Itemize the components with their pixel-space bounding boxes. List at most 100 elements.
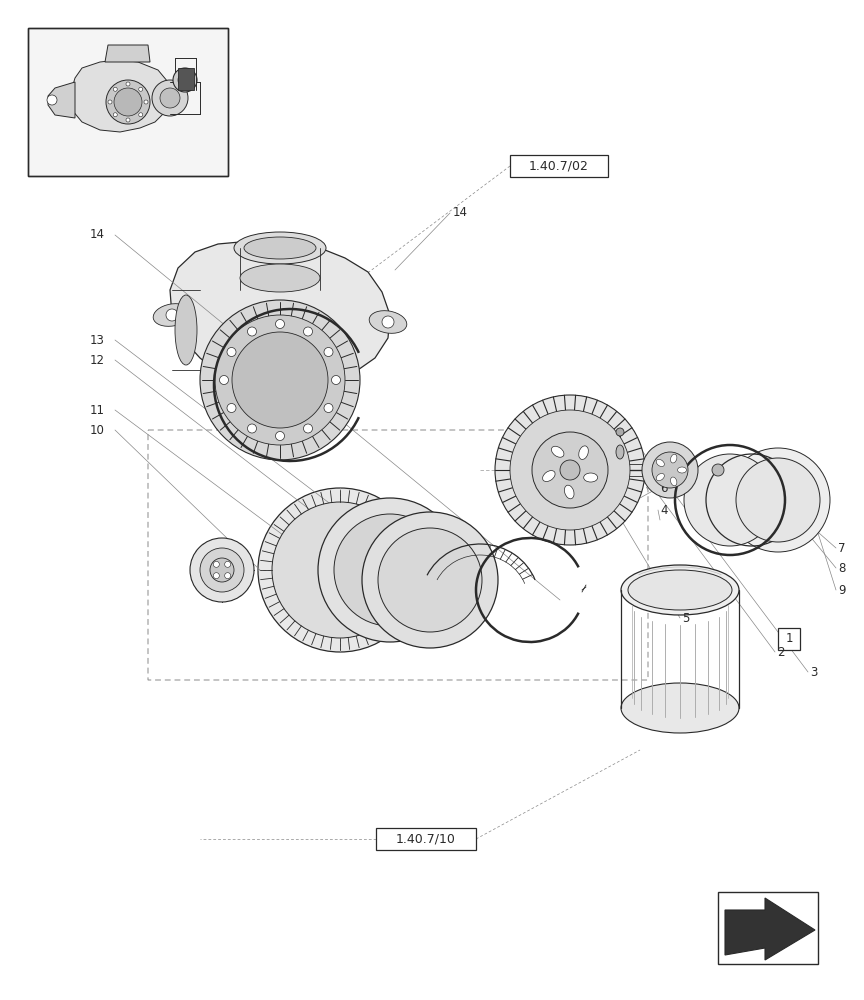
Circle shape [225,561,231,567]
Polygon shape [48,82,75,118]
Circle shape [139,113,143,117]
Polygon shape [170,242,390,392]
Ellipse shape [579,446,588,459]
Polygon shape [725,898,815,960]
Circle shape [247,327,257,336]
Circle shape [108,100,112,104]
Ellipse shape [262,380,298,400]
Circle shape [712,464,724,476]
Ellipse shape [551,446,564,457]
Bar [778,628,800,650]
Text: 7: 7 [838,542,846,554]
Circle shape [303,327,313,336]
Circle shape [152,80,188,116]
Circle shape [276,320,284,328]
Text: 9: 9 [838,584,846,596]
Circle shape [213,573,219,579]
Circle shape [227,348,236,357]
Bar [28,28,228,176]
Text: 1.40.7/10: 1.40.7/10 [396,832,456,846]
Ellipse shape [670,454,677,463]
Circle shape [726,448,830,552]
Text: 5: 5 [682,611,689,624]
Circle shape [113,87,118,91]
Bar [510,155,608,177]
Ellipse shape [584,473,598,482]
Circle shape [190,538,254,602]
Ellipse shape [175,295,197,365]
Circle shape [47,95,57,105]
Bar [376,828,476,850]
Ellipse shape [244,237,316,259]
Ellipse shape [621,683,739,733]
Circle shape [114,88,142,116]
Ellipse shape [240,264,320,292]
Ellipse shape [234,232,326,264]
Circle shape [378,528,482,632]
Polygon shape [178,68,194,90]
Circle shape [215,315,345,445]
Circle shape [510,410,630,530]
Text: 13: 13 [90,334,105,347]
Polygon shape [105,45,150,62]
Circle shape [160,88,180,108]
Circle shape [225,573,231,579]
Text: 1: 1 [785,633,793,646]
Circle shape [247,424,257,433]
Circle shape [736,458,820,542]
Circle shape [106,80,150,124]
Text: 11: 11 [90,403,105,416]
Text: 10: 10 [90,424,105,436]
Bar [28,28,228,176]
Text: 4: 4 [660,504,668,516]
Ellipse shape [616,445,624,459]
Circle shape [213,561,219,567]
Circle shape [272,502,408,638]
Circle shape [303,424,313,433]
Polygon shape [70,60,170,132]
Circle shape [139,87,143,91]
Circle shape [652,452,688,488]
Circle shape [684,454,776,546]
Ellipse shape [657,473,664,481]
Circle shape [324,403,333,412]
Circle shape [210,558,234,582]
Ellipse shape [628,570,732,610]
Text: 6: 6 [660,482,668,494]
Text: 8: 8 [838,562,845,574]
Circle shape [532,432,608,508]
Circle shape [173,68,197,92]
Circle shape [126,82,130,86]
Text: 3: 3 [810,666,817,678]
Circle shape [219,375,228,384]
Circle shape [276,432,284,440]
Ellipse shape [153,304,191,326]
Circle shape [178,73,192,87]
Circle shape [332,375,340,384]
Ellipse shape [543,471,555,482]
Circle shape [232,332,328,428]
Ellipse shape [670,477,677,486]
Circle shape [382,316,394,328]
Circle shape [258,488,422,652]
Ellipse shape [657,459,664,467]
Circle shape [200,300,360,460]
Circle shape [166,309,178,321]
Circle shape [334,514,446,626]
Text: 2: 2 [777,646,785,658]
Circle shape [318,498,462,642]
Text: 12: 12 [90,354,105,366]
Circle shape [560,460,580,480]
Text: 14: 14 [90,229,105,241]
Ellipse shape [564,485,574,499]
Ellipse shape [677,467,687,473]
Circle shape [274,384,286,396]
Circle shape [324,348,333,357]
Bar [718,892,818,964]
Text: 1.40.7/02: 1.40.7/02 [529,159,589,172]
Ellipse shape [369,311,407,333]
Circle shape [200,548,244,592]
Circle shape [642,442,698,498]
Circle shape [495,395,645,545]
Circle shape [113,113,118,117]
